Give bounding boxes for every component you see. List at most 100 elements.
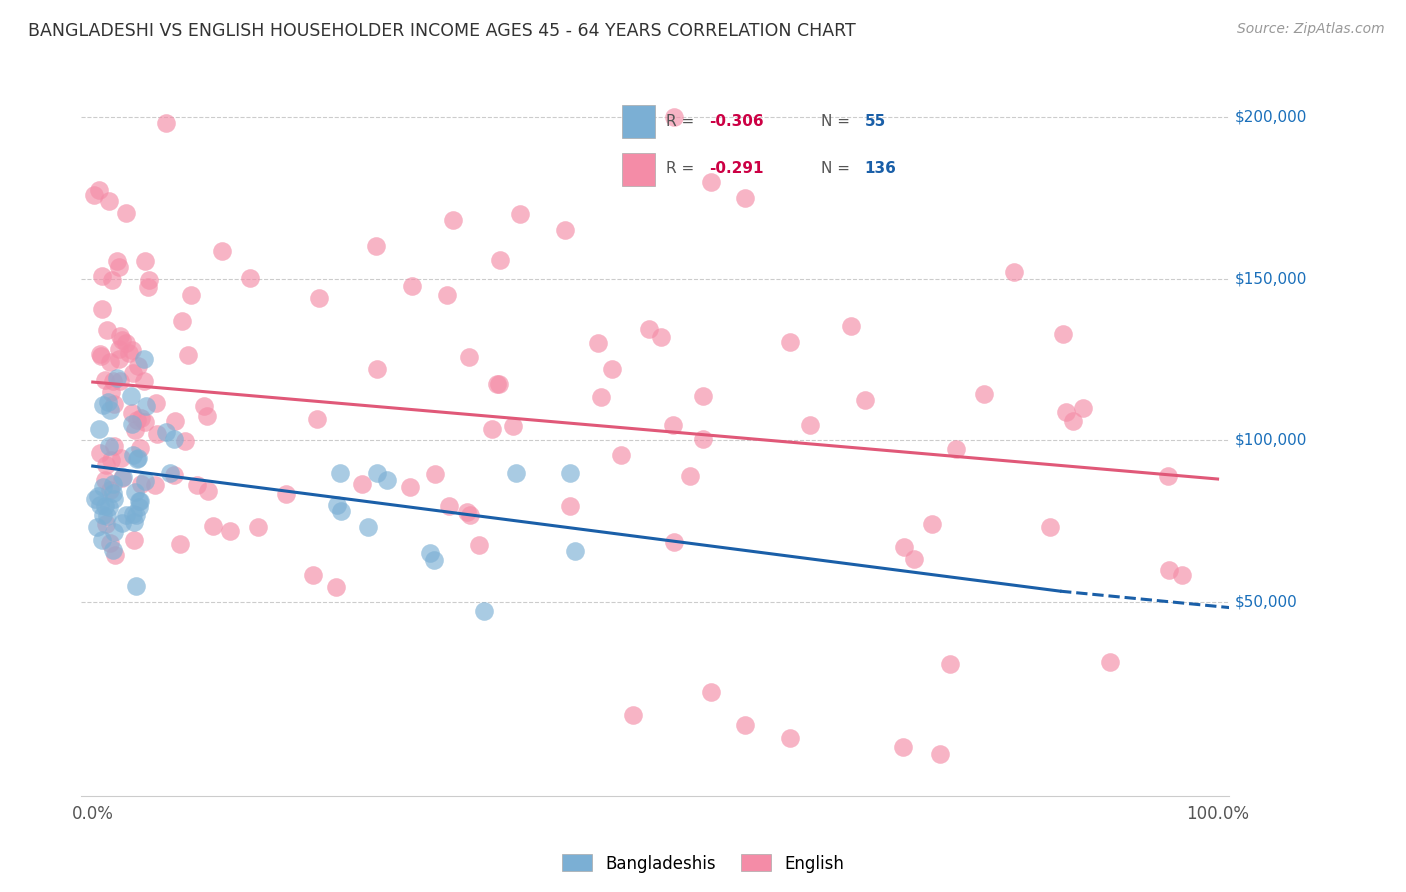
Point (558, 500, 581, 514)
Text: $100,000: $100,000 (1234, 433, 1308, 448)
Point (122, 507, 145, 521)
Point (136, 280, 159, 294)
Point (111, 333, 134, 347)
Point (110, 450, 132, 465)
Point (489, 253, 512, 268)
Point (441, 213, 464, 227)
Point (103, 439, 125, 453)
Point (662, 110, 685, 124)
Point (86, 520, 108, 534)
Point (903, 552, 925, 566)
Point (202, 519, 225, 533)
Point (329, 504, 352, 518)
Point (799, 417, 821, 432)
Point (564, 544, 586, 558)
Point (96, 508, 118, 523)
Point (155, 116, 177, 130)
Point (662, 417, 685, 432)
Point (186, 477, 208, 491)
Point (1039, 519, 1062, 533)
Point (125, 451, 148, 466)
Point (103, 396, 125, 410)
Point (329, 466, 352, 480)
Point (97, 439, 120, 453)
Point (86, 489, 108, 503)
Point (163, 433, 186, 447)
Text: 55: 55 (865, 114, 886, 128)
Point (94, 458, 117, 473)
Point (357, 520, 380, 534)
Point (621, 708, 644, 723)
Point (127, 413, 149, 427)
Point (734, 717, 756, 731)
Point (172, 314, 194, 328)
Text: R =: R = (665, 114, 699, 128)
Point (122, 515, 145, 529)
Point (125, 579, 148, 593)
Point (246, 520, 269, 534)
Point (131, 411, 153, 425)
Point (308, 292, 330, 306)
Point (108, 329, 131, 343)
Point (135, 399, 157, 413)
Point (94, 499, 117, 513)
Point (83, 188, 105, 202)
Point (93, 373, 115, 387)
Point (734, 191, 756, 205)
Point (1071, 401, 1094, 416)
Point (98, 403, 121, 417)
Point (1052, 326, 1074, 341)
Point (352, 476, 374, 491)
Legend: Bangladeshis, English: Bangladeshis, English (555, 847, 851, 880)
Point (110, 374, 132, 388)
Point (90, 349, 112, 363)
Point (458, 508, 481, 523)
Point (973, 386, 995, 401)
Point (211, 244, 233, 258)
Point (468, 538, 491, 552)
Point (163, 414, 186, 428)
Point (692, 389, 714, 403)
Point (103, 491, 125, 506)
Point (375, 473, 398, 487)
Point (100, 384, 122, 399)
Point (91, 533, 114, 548)
Point (650, 330, 672, 344)
Point (121, 417, 143, 431)
Point (180, 288, 202, 302)
Text: Source: ZipAtlas.com: Source: ZipAtlas.com (1237, 22, 1385, 37)
Point (108, 260, 131, 275)
Point (125, 508, 148, 522)
Point (98, 500, 121, 515)
Point (638, 321, 661, 335)
Point (436, 288, 458, 302)
Point (458, 350, 481, 364)
Point (105, 254, 128, 268)
Text: N =: N = (821, 114, 855, 128)
Point (94, 473, 117, 487)
Point (94, 516, 117, 531)
Point (134, 254, 156, 268)
Point (1157, 468, 1180, 483)
Point (893, 540, 915, 554)
Point (103, 524, 125, 539)
Text: -0.291: -0.291 (710, 161, 763, 176)
Point (155, 425, 177, 440)
Text: BANGLADESHI VS ENGLISH HOUSEHOLDER INCOME AGES 45 - 64 YEARS CORRELATION CHART: BANGLADESHI VS ENGLISH HOUSEHOLDER INCOM… (28, 22, 856, 40)
Point (505, 466, 527, 480)
Point (117, 345, 139, 359)
Point (115, 206, 138, 220)
Point (122, 448, 145, 462)
Point (302, 568, 325, 582)
Point (84, 492, 107, 507)
Point (1062, 414, 1084, 428)
Point (91, 398, 114, 412)
Point (560, 466, 582, 480)
Point (169, 537, 191, 551)
Point (853, 392, 876, 407)
Point (103, 542, 125, 557)
Point (586, 335, 609, 350)
Point (128, 494, 150, 508)
Point (218, 524, 240, 539)
Point (366, 362, 388, 376)
